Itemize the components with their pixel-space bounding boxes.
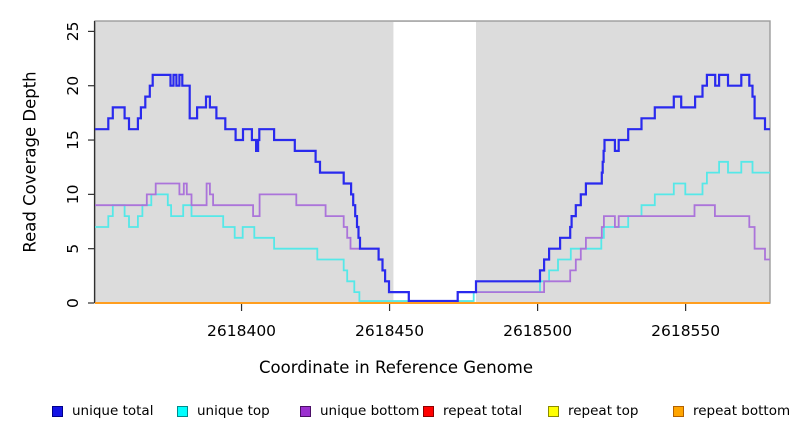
- y-tick-label: 0: [64, 298, 82, 308]
- legend-item-unique-top: unique top: [177, 403, 270, 419]
- y-tick-label: 15: [64, 130, 82, 150]
- legend-label: unique bottom: [320, 403, 420, 419]
- legend-swatch-unique-bottom: [300, 405, 311, 417]
- legend-label: repeat top: [568, 403, 639, 419]
- legend-label: repeat bottom: [693, 403, 791, 419]
- legend-item-repeat-total: repeat total: [423, 403, 522, 419]
- legend-label: unique top: [197, 403, 270, 419]
- y-tick-label: 20: [64, 76, 82, 96]
- legend-item-repeat-bottom: repeat bottom: [673, 403, 790, 419]
- legend: unique total unique top unique bottom repea…: [0, 403, 792, 423]
- legend-swatch-unique-top: [177, 405, 188, 417]
- y-tick-label: 10: [64, 184, 82, 204]
- legend-swatch-unique-total: [52, 405, 63, 417]
- y-tick-label: 25: [64, 22, 82, 42]
- legend-swatch-repeat-bottom: [673, 405, 684, 417]
- legend-item-unique-bottom: unique bottom: [300, 403, 419, 419]
- x-tick-label: 2618450: [355, 322, 424, 340]
- legend-swatch-repeat-top: [548, 405, 559, 417]
- y-axis-title: Read Coverage Depth: [20, 71, 40, 253]
- legend-item-repeat-top: repeat top: [548, 403, 638, 419]
- legend-swatch-repeat-total: [423, 405, 434, 417]
- legend-item-unique-total: unique total: [52, 403, 153, 419]
- legend-label: repeat total: [443, 403, 523, 419]
- series-unique-total-line: [95, 73, 770, 303]
- x-tick-label: 2618550: [651, 322, 720, 340]
- series-unique-top-line: [95, 160, 770, 302]
- repeat-region-band: [393, 22, 477, 303]
- legend-label: unique total: [72, 403, 154, 419]
- x-tick-label: 2618400: [207, 322, 276, 340]
- y-tick-label: 5: [64, 244, 82, 254]
- x-tick-label: 2618500: [503, 322, 572, 340]
- x-axis-title: Coordinate in Reference Genome: [258, 358, 534, 377]
